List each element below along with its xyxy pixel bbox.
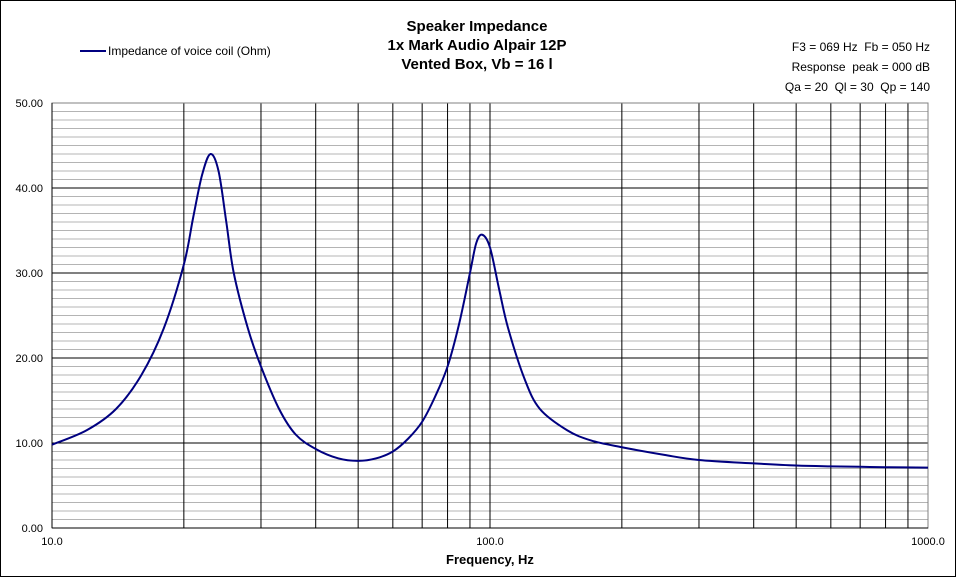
y-tick-label: 50.00 — [15, 98, 43, 110]
y-tick-label: 40.00 — [15, 183, 43, 195]
y-tick-label: 30.00 — [15, 268, 43, 280]
series-line-impedance — [51, 152, 929, 469]
x-tick-label: 10.0 — [41, 536, 62, 548]
x-tick-label: 1000.0 — [911, 536, 945, 548]
legend-label: Impedance of voice coil (Ohm) — [108, 44, 271, 58]
chart-title-line-2: 1x Mark Audio Alpair 12P — [387, 37, 567, 54]
x-axis-title: Frequency, Hz — [446, 552, 534, 567]
y-tick-label: 20.00 — [15, 353, 43, 365]
legend-swatch — [80, 50, 106, 52]
y-tick-label: 10.00 — [15, 438, 43, 450]
legend: Impedance of voice coil (Ohm) — [80, 44, 271, 58]
y-tick-label: 0.00 — [22, 523, 43, 535]
chart-title-line-3: Vented Box, Vb = 16 l — [401, 56, 553, 73]
info-line-q-values: Qa = 20 Ql = 30 Qp = 140 — [784, 80, 930, 94]
x-tick-label: 100.0 — [476, 536, 504, 548]
chart-title-line-1: Speaker Impedance — [406, 18, 548, 35]
info-line-response-peak: Response peak = 000 dB — [791, 60, 930, 74]
info-line-f3-fb: F3 = 069 Hz Fb = 050 Hz — [791, 40, 930, 54]
